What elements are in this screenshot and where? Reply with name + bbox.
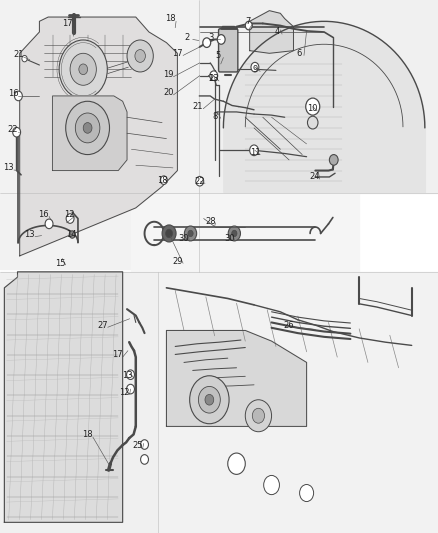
Text: 21: 21 xyxy=(13,50,24,59)
Text: 9: 9 xyxy=(252,65,258,74)
Circle shape xyxy=(251,62,259,72)
Circle shape xyxy=(306,98,320,115)
Circle shape xyxy=(188,230,193,237)
Text: 18: 18 xyxy=(166,14,176,23)
Circle shape xyxy=(203,38,211,47)
Circle shape xyxy=(83,123,92,133)
Polygon shape xyxy=(53,96,127,171)
Circle shape xyxy=(160,176,167,184)
Text: 3: 3 xyxy=(208,33,214,42)
Circle shape xyxy=(217,35,225,44)
Circle shape xyxy=(166,229,173,238)
Text: 20: 20 xyxy=(163,88,173,97)
Circle shape xyxy=(264,475,279,495)
Text: 26: 26 xyxy=(284,321,294,329)
Text: 29: 29 xyxy=(173,257,183,265)
Text: 1: 1 xyxy=(208,75,213,83)
Polygon shape xyxy=(131,193,359,272)
Circle shape xyxy=(232,230,237,237)
Text: 23: 23 xyxy=(208,75,219,83)
Circle shape xyxy=(70,53,96,85)
Circle shape xyxy=(59,40,107,99)
Circle shape xyxy=(245,400,272,432)
Circle shape xyxy=(307,116,318,129)
Circle shape xyxy=(45,219,53,229)
Text: 30: 30 xyxy=(224,235,235,243)
Text: 19: 19 xyxy=(163,70,173,79)
Circle shape xyxy=(228,453,245,474)
Text: 13: 13 xyxy=(4,164,14,172)
Text: 10: 10 xyxy=(307,104,317,113)
Text: 17: 17 xyxy=(173,49,183,58)
Circle shape xyxy=(66,214,74,223)
Polygon shape xyxy=(20,17,177,256)
Circle shape xyxy=(245,21,252,30)
Text: 7: 7 xyxy=(245,17,251,26)
Polygon shape xyxy=(199,0,438,193)
Text: 6: 6 xyxy=(296,49,301,58)
Text: 28: 28 xyxy=(205,217,215,225)
Circle shape xyxy=(300,484,314,502)
Circle shape xyxy=(210,71,218,80)
Text: 22: 22 xyxy=(194,177,205,185)
Text: 5: 5 xyxy=(215,51,221,60)
Text: 30: 30 xyxy=(179,235,189,243)
FancyBboxPatch shape xyxy=(219,29,238,72)
Circle shape xyxy=(127,384,134,394)
Text: 13: 13 xyxy=(123,371,133,379)
Polygon shape xyxy=(250,11,293,53)
Polygon shape xyxy=(0,0,199,269)
Text: 25: 25 xyxy=(132,441,143,450)
Polygon shape xyxy=(158,272,438,533)
Circle shape xyxy=(250,145,258,156)
Circle shape xyxy=(127,370,134,379)
Circle shape xyxy=(190,376,229,424)
Text: 14: 14 xyxy=(66,230,76,239)
Text: 21: 21 xyxy=(193,102,203,111)
Text: 2: 2 xyxy=(185,33,190,42)
Text: 24: 24 xyxy=(309,173,320,181)
Circle shape xyxy=(184,226,197,241)
Circle shape xyxy=(141,455,148,464)
Text: 16: 16 xyxy=(39,210,49,219)
Text: 12: 12 xyxy=(64,210,74,219)
Polygon shape xyxy=(0,272,158,533)
Text: 18: 18 xyxy=(157,176,167,184)
Text: 12: 12 xyxy=(119,388,130,397)
Circle shape xyxy=(162,225,176,242)
Text: 4: 4 xyxy=(274,28,279,36)
Text: 15: 15 xyxy=(55,260,66,268)
Circle shape xyxy=(205,394,214,405)
Text: 13: 13 xyxy=(25,230,35,239)
Text: 17: 17 xyxy=(112,351,123,359)
Circle shape xyxy=(79,64,88,75)
Polygon shape xyxy=(166,330,307,426)
Circle shape xyxy=(66,101,110,155)
Circle shape xyxy=(198,386,220,413)
Circle shape xyxy=(329,155,338,165)
Polygon shape xyxy=(4,272,123,522)
Text: 11: 11 xyxy=(250,148,260,157)
Circle shape xyxy=(141,440,148,449)
Circle shape xyxy=(75,113,100,143)
Circle shape xyxy=(135,50,145,62)
Text: 18: 18 xyxy=(82,431,93,439)
Circle shape xyxy=(69,231,75,238)
Circle shape xyxy=(196,176,204,186)
Text: 17: 17 xyxy=(63,20,73,28)
Text: 27: 27 xyxy=(97,321,108,329)
Text: 22: 22 xyxy=(8,125,18,134)
Text: 16: 16 xyxy=(8,90,18,98)
Circle shape xyxy=(22,55,27,62)
Circle shape xyxy=(13,127,21,137)
Circle shape xyxy=(14,91,22,101)
Text: 8: 8 xyxy=(213,112,218,120)
Circle shape xyxy=(228,226,240,241)
Circle shape xyxy=(127,40,153,72)
Circle shape xyxy=(252,408,265,423)
